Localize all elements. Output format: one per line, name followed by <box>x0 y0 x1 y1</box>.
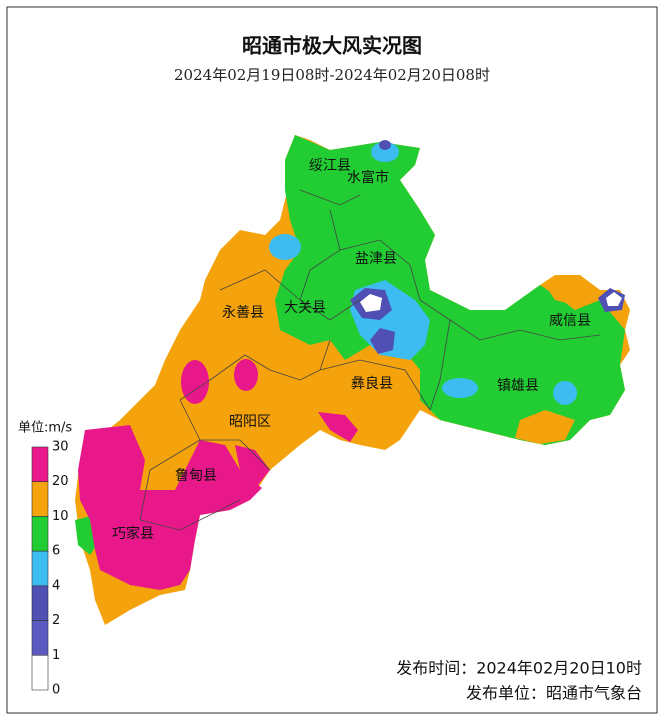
wind-area <box>515 410 575 444</box>
legend-tick-label: 2 <box>52 613 60 628</box>
wind-area <box>234 359 258 391</box>
region-label: 彝良县 <box>351 376 393 392</box>
region-label: 盐津县 <box>355 251 397 267</box>
legend-tick-label: 4 <box>52 578 60 593</box>
wind-area <box>318 412 358 442</box>
wind-area <box>379 140 391 150</box>
region-label: 大关县 <box>284 300 326 316</box>
wind-area <box>370 328 395 354</box>
legend-tick-label: 1 <box>52 648 60 663</box>
legend-swatch <box>31 516 49 552</box>
wind-area <box>360 294 382 312</box>
subtitle: 2024年02月19日08时-2024年02月20日08时 <box>174 66 490 84</box>
region-labels: 绥江县 水富市 盐津县 永善县 大关县 威信县 彝良县 镇雄县 昭阳区 鲁甸县 … <box>112 158 591 542</box>
wind-area <box>275 135 625 445</box>
legend-title: 单位:m/s <box>18 421 72 436</box>
legend-swatch <box>31 446 49 483</box>
county-border <box>139 189 601 531</box>
region-label: 昭阳区 <box>229 414 271 430</box>
wind-area <box>606 292 622 306</box>
region-label: 镇雄县 <box>497 378 539 394</box>
legend-swatch <box>31 550 49 587</box>
region-label: 水富市 <box>347 169 389 186</box>
wind-area <box>269 234 301 260</box>
region-label: 巧家县 <box>112 525 154 542</box>
map <box>75 135 630 625</box>
region-label: 绥江县 <box>309 158 351 174</box>
legend-tick-label: 6 <box>52 544 60 559</box>
legend-tick-label: 30 <box>52 440 69 455</box>
wind-area <box>442 378 478 398</box>
legend-swatch <box>31 585 49 621</box>
wind-area <box>181 360 209 404</box>
region-label: 永善县 <box>222 305 264 321</box>
wind-area <box>553 381 577 405</box>
wind-area <box>371 142 399 162</box>
wind-area <box>545 278 590 305</box>
region-label: 威信县 <box>549 313 591 329</box>
region-label: 鲁甸县 <box>175 468 217 484</box>
wind-area <box>235 445 270 485</box>
wind-area <box>78 425 262 590</box>
legend-tick-label: 0 <box>52 683 60 698</box>
legend-tick-label: 20 <box>52 474 69 489</box>
legend-swatch <box>31 481 49 517</box>
legend-tick-label: 10 <box>52 509 69 524</box>
legend-swatch <box>31 654 49 691</box>
footer-time: 发布时间：2024年02月20日10时 <box>396 659 642 678</box>
title: 昭通市极大风实况图 <box>242 34 422 58</box>
footer-unit: 发布单位：昭通市气象台 <box>466 684 642 703</box>
legend-swatch <box>31 620 49 656</box>
